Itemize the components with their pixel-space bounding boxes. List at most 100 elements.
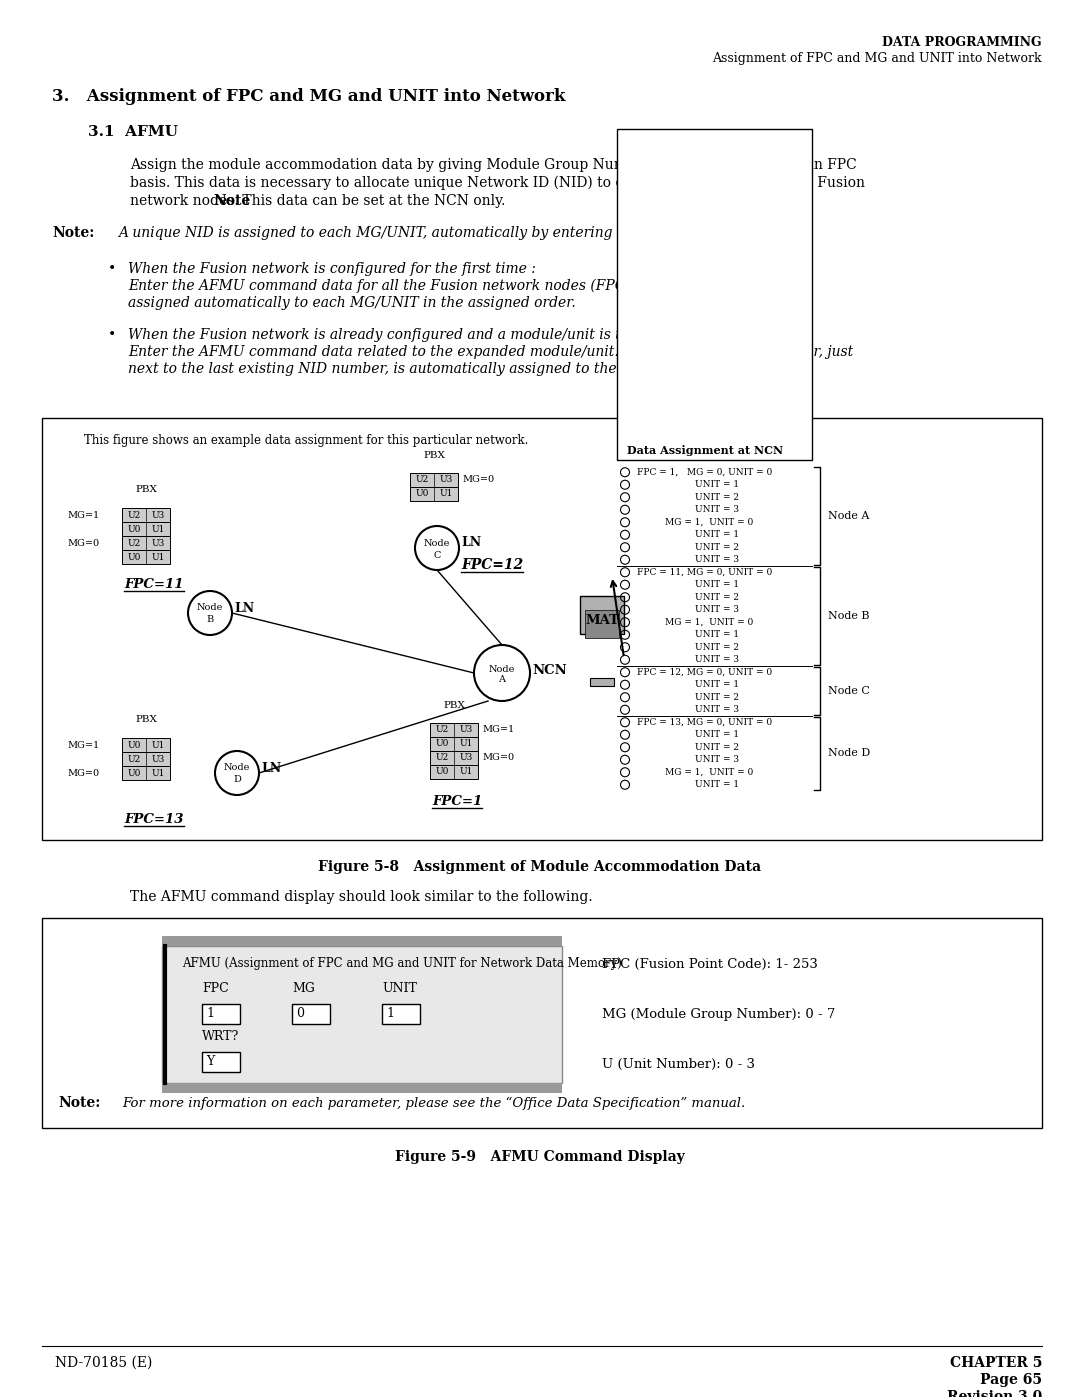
Text: MG=0: MG=0	[462, 475, 495, 485]
FancyBboxPatch shape	[410, 488, 458, 502]
FancyBboxPatch shape	[430, 766, 478, 780]
Text: D: D	[233, 775, 241, 785]
Text: U1: U1	[440, 489, 453, 499]
Text: Node: Node	[489, 665, 515, 673]
Text: PBX: PBX	[135, 715, 157, 725]
Text: FPC = 1,   MG = 0, UNIT = 0: FPC = 1, MG = 0, UNIT = 0	[637, 468, 772, 476]
Text: UNIT = 1: UNIT = 1	[696, 481, 739, 489]
Text: For more information on each parameter, please see the “Office Data Specificatio: For more information on each parameter, …	[122, 1097, 745, 1109]
Text: U1: U1	[151, 552, 164, 562]
Text: Figure 5-9   AFMU Command Display: Figure 5-9 AFMU Command Display	[395, 1150, 685, 1164]
Text: UNIT = 3: UNIT = 3	[696, 605, 739, 615]
Text: UNIT = 2: UNIT = 2	[696, 592, 739, 602]
Text: Assign the module accommodation data by giving Module Group Number and Unit Numb: Assign the module accommodation data by …	[130, 158, 856, 172]
Text: MG=1: MG=1	[68, 740, 100, 750]
Text: U3: U3	[459, 725, 473, 735]
Text: Enter the AFMU command data related to the expanded module/unit. Then, a unique : Enter the AFMU command data related to t…	[129, 345, 853, 359]
Text: Assignment of FPC and MG and UNIT into Network: Assignment of FPC and MG and UNIT into N…	[713, 52, 1042, 66]
Text: MG = 1,  UNIT = 0: MG = 1, UNIT = 0	[665, 518, 753, 527]
Text: Node: Node	[224, 764, 251, 773]
FancyBboxPatch shape	[430, 752, 478, 766]
Text: assigned automatically to each MG/UNIT in the assigned order.: assigned automatically to each MG/UNIT i…	[129, 296, 576, 310]
Text: UNIT = 2: UNIT = 2	[696, 493, 739, 502]
FancyBboxPatch shape	[42, 918, 1042, 1127]
Text: U0: U0	[435, 739, 448, 749]
Text: UNIT = 3: UNIT = 3	[696, 705, 739, 714]
Text: PBX: PBX	[443, 700, 464, 710]
FancyBboxPatch shape	[382, 1004, 420, 1024]
Text: UNIT = 2: UNIT = 2	[696, 693, 739, 701]
FancyBboxPatch shape	[162, 936, 562, 946]
Text: A unique NID is assigned to each MG/UNIT, automatically by entering the AFMU dat: A unique NID is assigned to each MG/UNIT…	[118, 226, 729, 240]
Text: U3: U3	[440, 475, 453, 485]
Text: U0: U0	[127, 740, 140, 750]
Circle shape	[474, 645, 530, 701]
FancyBboxPatch shape	[580, 597, 624, 634]
Text: Node: Node	[197, 604, 224, 612]
Text: PBX: PBX	[135, 486, 157, 495]
Text: Y: Y	[206, 1055, 214, 1067]
Text: •: •	[108, 328, 117, 342]
Text: AFMU (Assignment of FPC and MG and UNIT for Network Data Memory): AFMU (Assignment of FPC and MG and UNIT …	[183, 957, 622, 971]
Text: LN: LN	[234, 602, 254, 616]
Text: U3: U3	[151, 510, 164, 520]
Text: UNIT = 1: UNIT = 1	[696, 680, 739, 689]
FancyBboxPatch shape	[122, 522, 170, 536]
Text: UNIT = 1: UNIT = 1	[696, 580, 739, 590]
Text: U1: U1	[151, 524, 164, 534]
Text: MAT: MAT	[585, 613, 619, 626]
Text: Note: Note	[214, 194, 251, 208]
FancyBboxPatch shape	[202, 1052, 240, 1071]
FancyBboxPatch shape	[42, 418, 1042, 840]
Text: UNIT = 1: UNIT = 1	[696, 531, 739, 539]
FancyBboxPatch shape	[617, 129, 812, 460]
Text: network nodes.: network nodes.	[130, 194, 243, 208]
Text: FPC (Fusion Point Code): 1- 253: FPC (Fusion Point Code): 1- 253	[602, 958, 818, 971]
Text: U2: U2	[127, 754, 140, 764]
Text: U3: U3	[151, 754, 164, 764]
Text: MG = 1,  UNIT = 0: MG = 1, UNIT = 0	[665, 617, 753, 627]
Text: UNIT = 2: UNIT = 2	[696, 743, 739, 752]
FancyBboxPatch shape	[430, 738, 478, 752]
Text: UNIT = 1: UNIT = 1	[696, 731, 739, 739]
Circle shape	[188, 591, 232, 636]
Text: MG: MG	[292, 982, 315, 995]
Text: 3.1  AFMU: 3.1 AFMU	[87, 124, 178, 138]
Text: B: B	[206, 616, 214, 624]
Text: Note:: Note:	[52, 226, 94, 240]
Text: LN: LN	[461, 535, 481, 549]
Text: UNIT = 3: UNIT = 3	[696, 555, 739, 564]
Text: U2: U2	[416, 475, 429, 485]
Text: MG = 1,  UNIT = 0: MG = 1, UNIT = 0	[665, 768, 753, 777]
Text: MG=1: MG=1	[482, 725, 514, 735]
FancyBboxPatch shape	[410, 474, 458, 488]
Text: 3.   Assignment of FPC and MG and UNIT into Network: 3. Assignment of FPC and MG and UNIT int…	[52, 88, 566, 105]
Text: FPC = 11, MG = 0, UNIT = 0: FPC = 11, MG = 0, UNIT = 0	[637, 567, 772, 577]
Text: C: C	[433, 550, 441, 560]
FancyBboxPatch shape	[122, 766, 170, 780]
FancyBboxPatch shape	[430, 724, 478, 738]
Text: next to the last existing NID number, is automatically assigned to the expanded : next to the last existing NID number, is…	[129, 362, 782, 376]
Text: Revision 3.0: Revision 3.0	[947, 1390, 1042, 1397]
Text: FPC=13: FPC=13	[124, 813, 184, 826]
Text: UNIT = 3: UNIT = 3	[696, 655, 739, 664]
Text: UNIT = 3: UNIT = 3	[696, 756, 739, 764]
Text: UNIT = 2: UNIT = 2	[696, 543, 739, 552]
Text: •: •	[108, 263, 117, 277]
Text: This figure shows an example data assignment for this particular network.: This figure shows an example data assign…	[84, 434, 528, 447]
Text: When the Fusion network is configured for the first time :: When the Fusion network is configured fo…	[129, 263, 536, 277]
Text: FPC=1: FPC=1	[432, 795, 483, 807]
FancyBboxPatch shape	[585, 610, 619, 638]
Text: U3: U3	[151, 538, 164, 548]
FancyBboxPatch shape	[202, 1004, 240, 1024]
FancyBboxPatch shape	[122, 536, 170, 550]
Text: U1: U1	[459, 739, 473, 749]
Text: Node C: Node C	[828, 686, 869, 696]
Text: CHAPTER 5: CHAPTER 5	[949, 1356, 1042, 1370]
Text: FPC = 12, MG = 0, UNIT = 0: FPC = 12, MG = 0, UNIT = 0	[637, 668, 772, 676]
Text: U2: U2	[435, 725, 448, 735]
Text: 0: 0	[296, 1007, 303, 1020]
Text: ND-70185 (E): ND-70185 (E)	[55, 1356, 152, 1370]
FancyBboxPatch shape	[162, 1083, 562, 1092]
Circle shape	[215, 752, 259, 795]
